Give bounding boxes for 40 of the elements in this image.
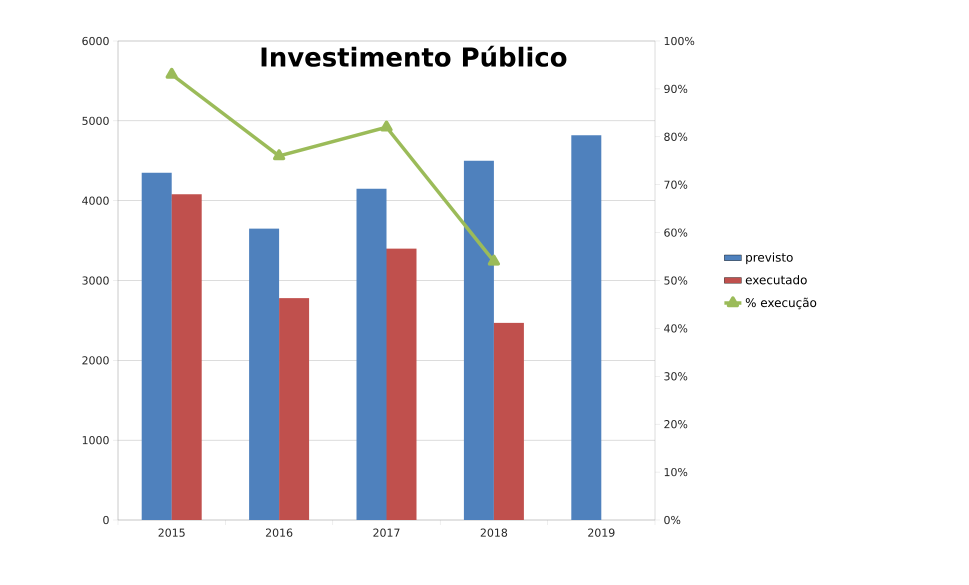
- y-tick-label: 2000: [82, 356, 109, 364]
- y-tick-label: 6000: [82, 36, 109, 46]
- y-tick-label: 0: [103, 516, 109, 524]
- y-tick-label: 3000: [82, 276, 109, 285]
- legend-label: % execução: [746, 298, 816, 310]
- bar: [494, 322, 524, 520]
- legend-label: previsto: [746, 252, 793, 264]
- point: [488, 254, 500, 266]
- y2-tick-label: 80%: [664, 132, 688, 141]
- bar: [464, 160, 494, 520]
- y2-tick-label: 20%: [664, 420, 688, 428]
- y2-tick-label: 60%: [664, 228, 688, 237]
- bar: [142, 172, 172, 520]
- x-tick-label: 2018: [480, 528, 508, 537]
- y2-tick-label: 30%: [664, 372, 688, 380]
- bar: [249, 228, 280, 520]
- point: [166, 68, 178, 79]
- bar: [356, 188, 387, 520]
- x-tick-label: 2016: [266, 528, 292, 537]
- y-tick-label: 5000: [82, 116, 109, 125]
- y2-tick-label: 0%: [664, 516, 680, 524]
- bar: [386, 248, 417, 520]
- y2-tick-label: 40%: [664, 324, 688, 333]
- x-tick-label: 2015: [158, 528, 185, 537]
- legend-label: executado: [746, 275, 807, 284]
- y2-tick-label: 70%: [664, 180, 688, 189]
- y2-tick-label: 10%: [664, 468, 688, 476]
- y2-tick-label: 100%: [664, 36, 694, 46]
- y2-tick-label: 90%: [664, 84, 688, 94]
- y2-tick-label: 50%: [664, 276, 688, 285]
- bar: [571, 135, 602, 520]
- y-tick-label: 1000: [82, 436, 109, 444]
- chart-title: Investimento Público: [262, 46, 566, 67]
- x-tick-label: 2019: [588, 528, 614, 537]
- x-tick-label: 2017: [373, 528, 400, 537]
- point: [273, 149, 286, 160]
- point: [380, 120, 393, 132]
- bar: [279, 298, 310, 520]
- bar: [172, 194, 202, 520]
- y-tick-label: 4000: [82, 196, 109, 205]
